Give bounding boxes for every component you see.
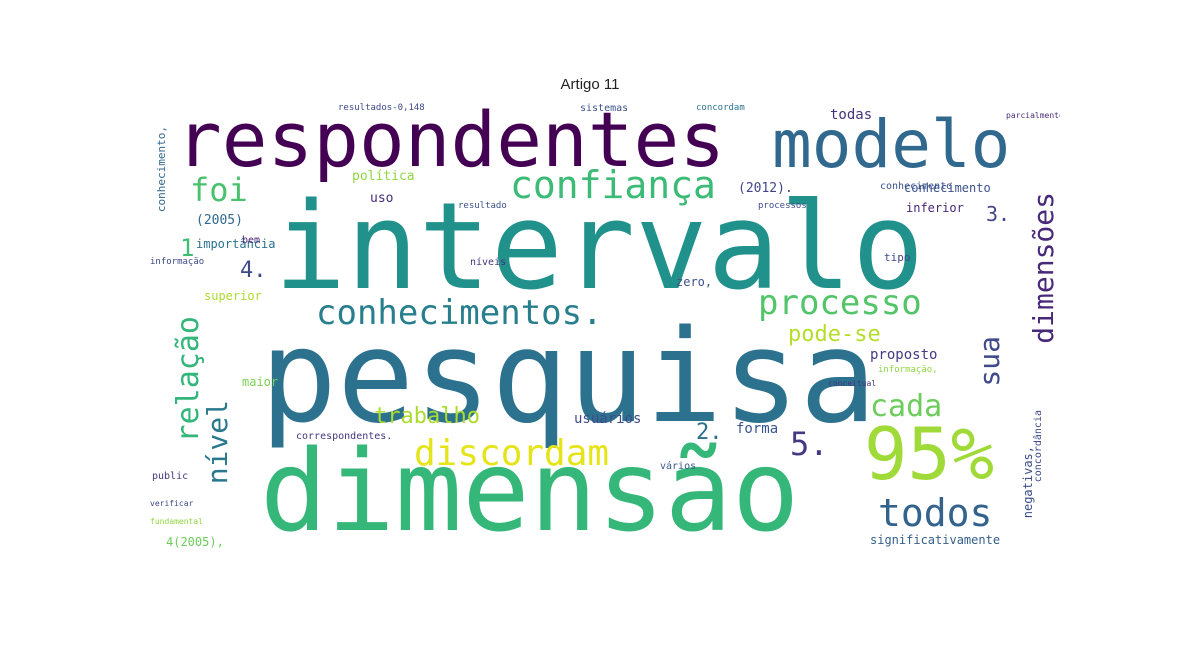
word: zero, bbox=[676, 275, 713, 289]
word: dimensão bbox=[260, 427, 800, 556]
word: intervalo bbox=[274, 178, 925, 317]
word: informação, bbox=[878, 365, 938, 375]
word: conhecimento bbox=[904, 181, 991, 195]
word: pode-se bbox=[788, 322, 881, 347]
word: (2005) bbox=[196, 213, 243, 228]
word: inferior bbox=[906, 201, 964, 215]
word: correspondentes. bbox=[296, 431, 393, 442]
word: fundamental bbox=[150, 517, 203, 526]
word: (2012). bbox=[738, 181, 793, 196]
word: importância bbox=[196, 237, 276, 251]
word: parcialmente bbox=[1006, 111, 1060, 120]
word: resultados-0,148 bbox=[338, 103, 425, 113]
word: conhecimento bbox=[880, 181, 953, 192]
word: superior bbox=[204, 289, 262, 303]
word: 3. bbox=[986, 202, 1011, 226]
word: níveis bbox=[470, 257, 507, 268]
word: nível bbox=[201, 400, 234, 485]
word: 2. bbox=[696, 420, 723, 445]
word: concordam bbox=[696, 103, 745, 113]
word: 4. bbox=[240, 258, 267, 283]
word: foi bbox=[190, 171, 248, 209]
word: resultado bbox=[458, 201, 507, 211]
word: conhecimento, bbox=[155, 126, 168, 213]
word: conceitual bbox=[828, 379, 877, 388]
word: discordam bbox=[414, 433, 610, 474]
word: respondentes bbox=[176, 100, 726, 184]
word: todas bbox=[830, 107, 873, 123]
word: modelo bbox=[772, 106, 1011, 183]
word: 95% bbox=[864, 412, 995, 496]
word: proposto bbox=[870, 347, 938, 363]
word-cloud: intervalo pesquisa dimensão respondentes… bbox=[148, 100, 1060, 556]
word: verificar bbox=[150, 499, 194, 508]
word: pesquisa bbox=[260, 303, 877, 452]
word: cada bbox=[870, 389, 943, 424]
word: confiança bbox=[510, 163, 716, 207]
word: 5. bbox=[790, 425, 829, 463]
word: sua bbox=[973, 336, 1006, 387]
word: significativamente bbox=[870, 533, 1001, 547]
word: informação bbox=[150, 257, 205, 267]
word: 4(2005), bbox=[166, 535, 224, 549]
word: 1 bbox=[180, 234, 195, 262]
word: concordância bbox=[1033, 410, 1044, 483]
word: conhecimentos. bbox=[316, 293, 603, 333]
word: forma bbox=[736, 421, 779, 437]
word: uso bbox=[370, 191, 394, 206]
word: maior bbox=[242, 375, 279, 389]
word: vários bbox=[660, 461, 697, 472]
word: dimensões bbox=[1027, 192, 1060, 344]
word: bem bbox=[242, 235, 261, 246]
word: sistemas bbox=[580, 103, 629, 114]
word: usuários bbox=[574, 411, 642, 427]
chart-title: Artigo 11 bbox=[560, 76, 620, 93]
word: tipo bbox=[884, 251, 911, 264]
word: public bbox=[152, 471, 189, 482]
word: política bbox=[352, 169, 415, 184]
word: processo bbox=[758, 283, 922, 323]
word: relação bbox=[171, 316, 206, 443]
word: trabalho bbox=[374, 404, 480, 429]
word: todos bbox=[878, 491, 993, 535]
word: processos bbox=[758, 201, 807, 211]
